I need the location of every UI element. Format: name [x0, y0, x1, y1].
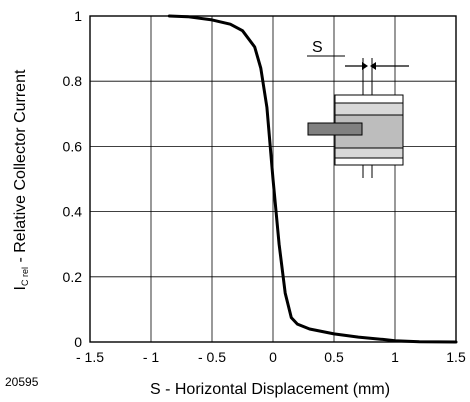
y-axis-title-rest: - Relative Collector Current: [12, 69, 29, 267]
y-axis-title-subscript: C rel: [20, 267, 30, 286]
x-tick-label: 1.5: [446, 349, 466, 365]
y-tick-labels: 0 0.2 0.4 0.6 0.8 1: [63, 8, 83, 350]
x-tick-label: - 1: [143, 349, 160, 365]
x-tick-label: 1: [391, 349, 399, 365]
y-tick-label: 1: [74, 8, 82, 24]
x-axis-title: S - Horizontal Displacement (mm): [150, 381, 390, 398]
y-tick-label: 0.6: [63, 138, 83, 154]
x-tick-labels: - 1.5 - 1 - 0.5 0 0.5 1 1.5: [76, 349, 466, 365]
x-tick-label: 0.5: [324, 349, 344, 365]
grid: [90, 16, 456, 342]
series-layer: [167, 14, 458, 344]
collector-current-curve: [167, 14, 458, 344]
plot-frame: [89, 15, 457, 343]
sensor-inset-diagram: S: [307, 39, 409, 178]
inset-shutter-blade: [307, 122, 363, 136]
inset-right-arrowhead: [370, 62, 376, 70]
y-tick-label: 0.8: [63, 73, 83, 89]
figure-id: 20595: [5, 375, 39, 389]
y-tick-label: 0.4: [63, 204, 83, 220]
y-axis-title: IC rel - Relative Collector Current: [12, 69, 30, 290]
inset-s-label: S: [312, 39, 323, 56]
x-tick-label: - 0.5: [198, 349, 226, 365]
y-tick-label: 0.2: [63, 269, 83, 285]
y-tick-label: 0: [74, 334, 82, 350]
x-tick-label: - 1.5: [76, 349, 104, 365]
y-axis-title-main: I: [12, 286, 29, 290]
x-tick-label: 0: [269, 349, 277, 365]
